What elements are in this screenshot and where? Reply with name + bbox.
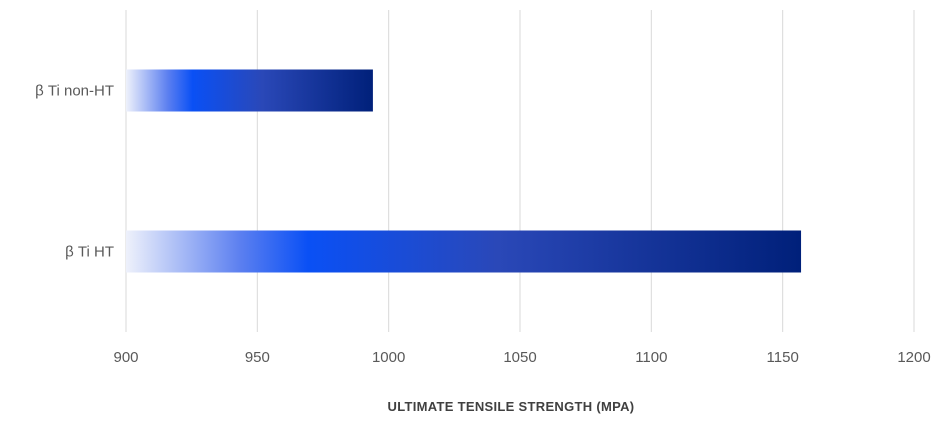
x-tick-labels: 900 950 1000 1050 1100 1150 1200 [113, 349, 930, 366]
x-tick-label: 1200 [897, 349, 930, 366]
x-tick-label: 1050 [503, 349, 536, 366]
x-tick-label: 1150 [767, 349, 799, 366]
x-tick-label: 950 [245, 349, 270, 366]
x-tick-label: 900 [113, 349, 138, 366]
x-axis-title: ULTIMATE TENSILE STRENGTH (MPA) [388, 399, 635, 414]
bar [126, 230, 802, 273]
category-labels: β Ti non-HT β Ti HT [35, 83, 114, 261]
x-tick-label: 1000 [372, 349, 405, 366]
bar [126, 69, 373, 112]
category-label: β Ti HT [65, 244, 114, 261]
category-label: β Ti non-HT [35, 83, 114, 100]
x-tick-label: 1100 [635, 349, 667, 366]
gridlines [125, 10, 915, 332]
bars [126, 69, 802, 273]
